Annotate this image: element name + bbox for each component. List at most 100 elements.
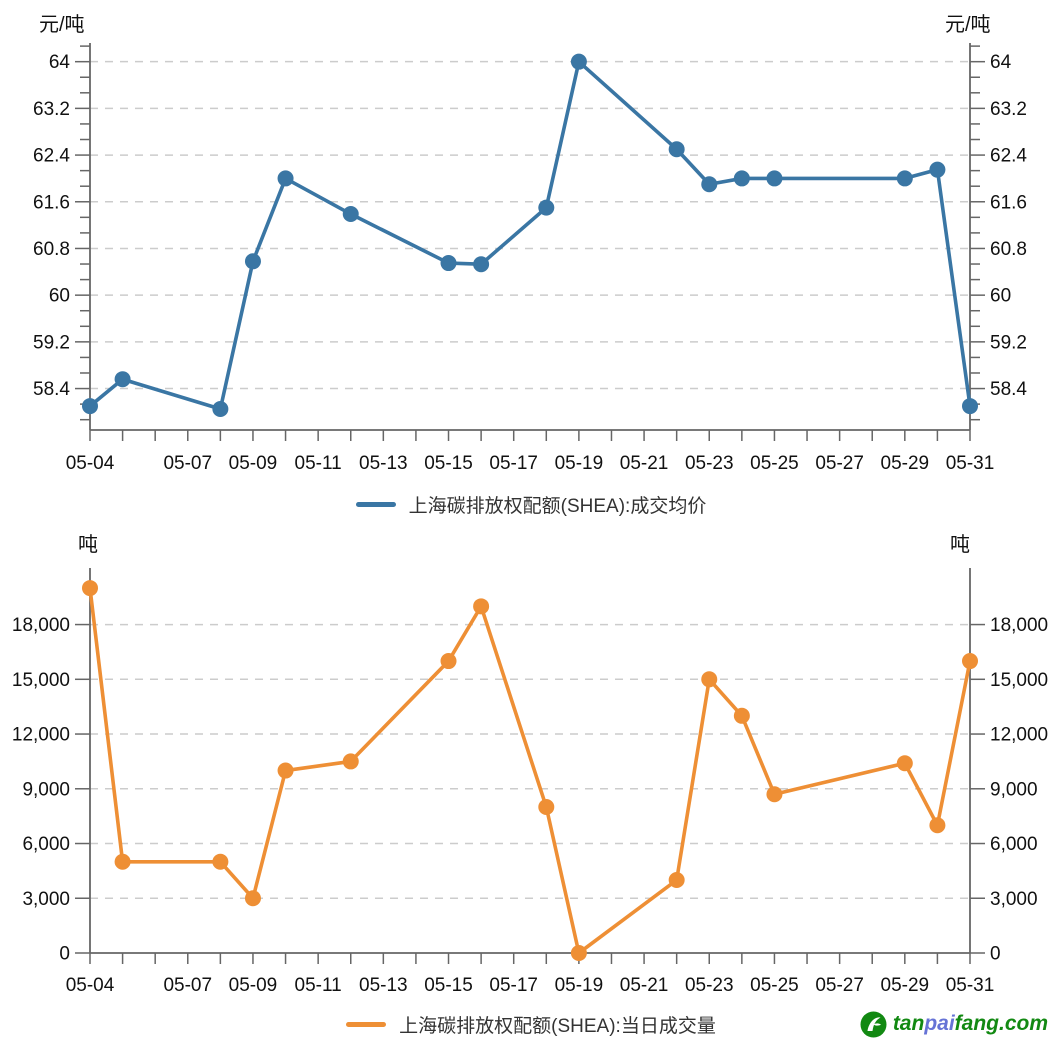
data-point-05-10	[277, 170, 294, 187]
y-tick-label-right: 64	[990, 52, 1012, 73]
data-point-05-25	[766, 170, 783, 187]
x-tick-label: 05-25	[750, 453, 799, 474]
data-point-05-08	[212, 853, 229, 870]
watermark-text-segment: pai	[924, 1012, 955, 1035]
volume-unit-label-right: 吨	[950, 534, 970, 556]
tanpaifang-watermark-link[interactable]: tanpaifang.com	[860, 1008, 1048, 1040]
data-point-05-05	[114, 853, 131, 870]
data-point-05-08	[212, 400, 229, 417]
data-point-05-23	[701, 671, 718, 688]
data-point-05-10	[277, 762, 294, 779]
tanpaifang-watermark-text: tanpaifang.com	[893, 1012, 1048, 1036]
data-point-05-18	[538, 799, 555, 816]
data-point-05-18	[538, 199, 555, 216]
x-tick-label: 05-04	[66, 975, 115, 996]
x-tick-label: 05-23	[685, 975, 734, 996]
series-line	[88, 59, 972, 411]
y-tick-label-right: 60	[990, 286, 1011, 307]
y-tick-label-right: 63.2	[990, 99, 1027, 120]
y-tick-label-left: 59.2	[33, 332, 70, 353]
y-tick-label-left: 6,000	[22, 834, 70, 855]
data-point-05-09	[244, 253, 261, 270]
data-point-05-25	[766, 786, 783, 803]
data-point-05-30	[929, 161, 946, 178]
x-tick-label: 05-31	[946, 453, 995, 474]
x-tick-label: 05-19	[555, 453, 604, 474]
price-chart-legend[interactable]: 上海碳排放权配额(SHEA):成交均价	[0, 489, 1062, 519]
y-tick-label-right: 59.2	[990, 332, 1027, 353]
y-tick-label-right: 9,000	[990, 779, 1038, 800]
data-point-05-16	[473, 256, 490, 273]
x-tick-label: 05-15	[424, 975, 473, 996]
data-point-05-31	[962, 653, 978, 670]
x-tick-label: 05-17	[489, 453, 538, 474]
y-tick-label-right: 58.4	[990, 379, 1027, 400]
volume-unit-label-left: 吨	[78, 534, 98, 556]
data-point-05-12	[342, 753, 359, 770]
y-tick-label-left: 61.6	[33, 192, 70, 213]
x-tick-label: 05-17	[489, 975, 538, 996]
y-tick-label-left: 9,000	[22, 779, 70, 800]
x-tick-label: 05-11	[295, 453, 342, 474]
y-tick-label-left: 64	[49, 52, 71, 73]
x-tick-label: 05-09	[229, 453, 278, 474]
volume-chart-legend[interactable]: 上海碳排放权配额(SHEA):当日成交量	[0, 1008, 1062, 1040]
volume-legend-line-icon	[346, 1021, 387, 1027]
x-tick-label: 05-23	[685, 453, 734, 474]
y-tick-label-right: 62.4	[990, 146, 1027, 167]
x-tick-label: 05-11	[295, 975, 342, 996]
volume-legend-label: 上海碳排放权配额(SHEA):当日成交量	[399, 1015, 716, 1037]
x-tick-label: 05-19	[555, 975, 604, 996]
y-tick-label-left: 18,000	[12, 615, 70, 636]
data-point-05-29	[896, 170, 913, 187]
x-tick-label: 05-31	[946, 975, 995, 996]
y-tick-label-left: 3,000	[22, 889, 70, 910]
x-tick-label: 05-13	[359, 453, 408, 474]
y-tick-label-right: 15,000	[990, 670, 1048, 691]
data-point-05-15	[440, 255, 457, 272]
data-point-05-24	[733, 170, 750, 187]
y-tick-label-left: 60	[49, 286, 70, 307]
y-tick-label-left: 60.8	[33, 239, 70, 260]
data-point-05-09	[244, 890, 261, 907]
x-tick-label: 05-29	[881, 453, 930, 474]
x-tick-label: 05-25	[750, 975, 799, 996]
y-tick-label-left: 12,000	[12, 725, 70, 746]
watermark-text-segment: fang.com	[954, 1012, 1048, 1035]
data-point-05-05	[114, 371, 131, 388]
x-tick-label: 05-07	[163, 453, 212, 474]
data-point-05-29	[896, 755, 913, 772]
y-tick-label-right: 3,000	[990, 889, 1038, 910]
price-unit-label-left: 元/吨	[39, 14, 85, 36]
y-tick-label-left: 63.2	[33, 99, 70, 120]
x-tick-label: 05-21	[620, 453, 669, 474]
y-tick-label-right: 61.6	[990, 192, 1027, 213]
x-tick-label: 05-15	[424, 453, 473, 474]
data-point-05-22	[668, 872, 685, 889]
x-tick-label: 05-04	[66, 453, 115, 474]
y-tick-label-right: 18,000	[990, 615, 1048, 636]
volume-line-chart: 0 0 3,000 3,000 6,000 6,000 9,000 9,000 12,000 12…	[12, 568, 1048, 996]
price-line-chart: 58.4 58.4 59.2 59.2 60 60 60.8 60.8 61.6 61.6 62.4…	[33, 43, 1027, 474]
data-point-05-12	[342, 206, 359, 223]
data-point-05-04	[82, 398, 98, 415]
x-tick-label: 05-21	[620, 975, 669, 996]
y-tick-label-left: 62.4	[33, 146, 70, 167]
data-point-05-24	[733, 707, 750, 724]
y-tick-label-left: 15,000	[12, 670, 70, 691]
data-point-05-04	[82, 580, 98, 597]
y-tick-label-right: 6,000	[990, 834, 1038, 855]
tanpaifang-logo-icon	[860, 1011, 887, 1037]
x-tick-label: 05-07	[163, 975, 212, 996]
data-point-05-30	[929, 817, 946, 834]
data-point-05-31	[962, 398, 978, 415]
x-tick-label: 05-27	[815, 975, 864, 996]
data-point-05-16	[473, 598, 490, 615]
y-tick-label-left: 0	[59, 944, 70, 965]
data-point-05-15	[440, 653, 457, 670]
price-legend-label: 上海碳排放权配额(SHEA):成交均价	[408, 495, 707, 517]
y-tick-label-right: 12,000	[990, 725, 1048, 746]
price-unit-label-right: 元/吨	[945, 14, 991, 36]
data-point-05-19	[570, 945, 587, 961]
